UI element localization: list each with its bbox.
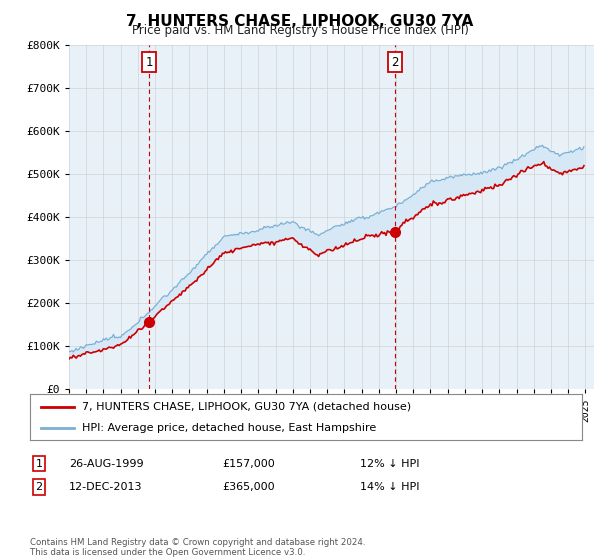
Text: Price paid vs. HM Land Registry's House Price Index (HPI): Price paid vs. HM Land Registry's House … bbox=[131, 24, 469, 36]
Text: HPI: Average price, detached house, East Hampshire: HPI: Average price, detached house, East… bbox=[82, 423, 377, 433]
Text: 1: 1 bbox=[145, 55, 153, 68]
Text: 2: 2 bbox=[391, 55, 399, 68]
Text: £157,000: £157,000 bbox=[222, 459, 275, 469]
Text: 7, HUNTERS CHASE, LIPHOOK, GU30 7YA: 7, HUNTERS CHASE, LIPHOOK, GU30 7YA bbox=[127, 14, 473, 29]
Text: 2: 2 bbox=[35, 482, 43, 492]
Text: £365,000: £365,000 bbox=[222, 482, 275, 492]
Text: Contains HM Land Registry data © Crown copyright and database right 2024.
This d: Contains HM Land Registry data © Crown c… bbox=[30, 538, 365, 557]
Text: 12-DEC-2013: 12-DEC-2013 bbox=[69, 482, 143, 492]
Text: 26-AUG-1999: 26-AUG-1999 bbox=[69, 459, 143, 469]
Text: 14% ↓ HPI: 14% ↓ HPI bbox=[360, 482, 419, 492]
Text: 12% ↓ HPI: 12% ↓ HPI bbox=[360, 459, 419, 469]
Text: 7, HUNTERS CHASE, LIPHOOK, GU30 7YA (detached house): 7, HUNTERS CHASE, LIPHOOK, GU30 7YA (det… bbox=[82, 402, 412, 412]
Text: 1: 1 bbox=[35, 459, 43, 469]
